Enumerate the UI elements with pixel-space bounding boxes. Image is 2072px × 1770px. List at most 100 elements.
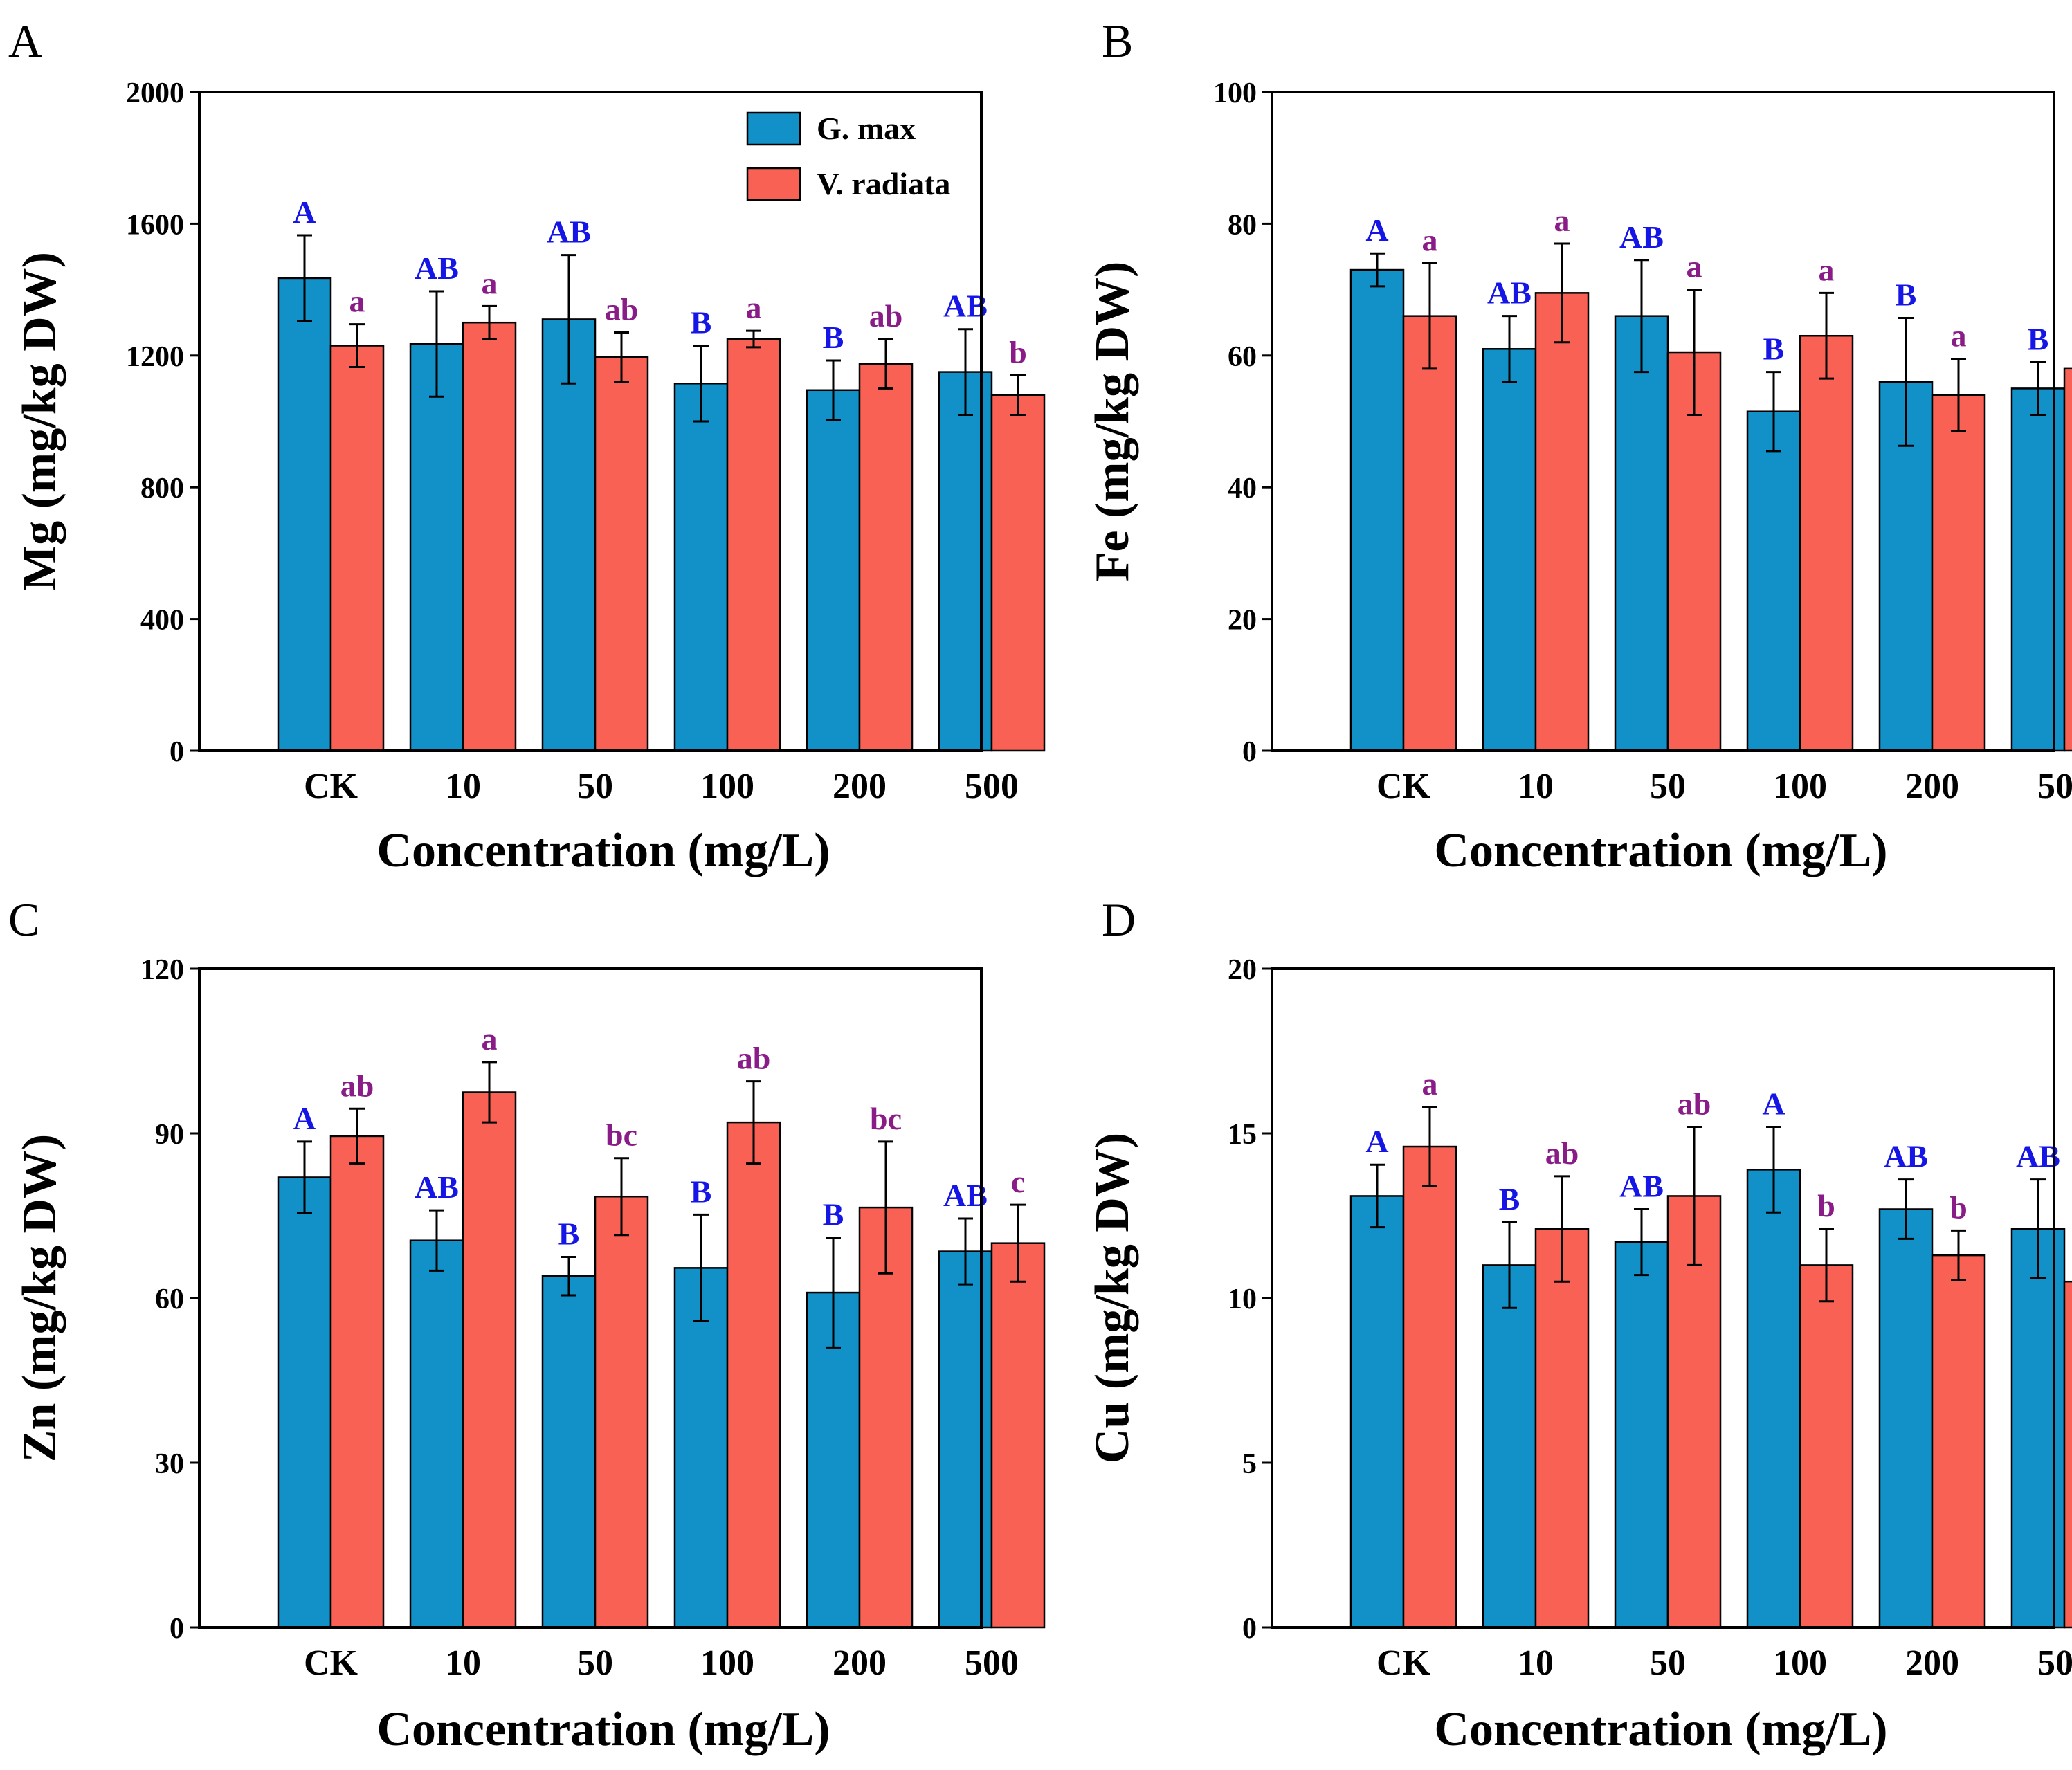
bar-g-max [673,1267,729,1629]
significance-label: ab [340,1068,374,1103]
x-tick-label: 200 [833,1643,887,1683]
y-tick-label: 1200 [126,341,184,373]
legend-swatch-g-max [746,111,801,146]
significance-label: a [1554,203,1570,238]
legend-label: V. radiata [817,166,950,201]
bar-g-max [1614,1241,1669,1629]
bar-g-max [1482,1264,1537,1629]
y-tick-label: 0 [170,1613,184,1645]
x-axis-title: Concentration (mg/L) [1434,824,1887,877]
significance-label: a [1422,1066,1438,1102]
y-tick-label: 20 [1228,605,1257,637]
bar-g-max [409,343,464,752]
significance-label: A [1762,1086,1785,1121]
significance-label: a [482,1021,498,1057]
bar-v-radiata [1799,334,1854,752]
x-tick-label: CK [1376,1643,1431,1683]
bar-v-radiata [1931,1254,1986,1629]
y-tick-label: 800 [140,473,184,504]
x-tick-label: 500 [965,1643,1019,1683]
y-tick-label: 40 [1228,473,1257,504]
y-tick-label: 0 [1242,1613,1257,1645]
significance-label: bc [606,1117,637,1153]
significance-label: AB [415,250,459,286]
x-tick-label: 100 [700,767,754,806]
y-axis-title: Mg (mg/kg DW) [13,252,66,591]
bar-g-max [541,1275,597,1629]
significance-label: AB [1884,1139,1928,1174]
bar-v-radiata [990,1242,1046,1629]
significance-label: a [1422,223,1438,258]
significance-label: a [349,284,365,319]
bar-v-radiata [1402,1145,1457,1629]
panel-d: DAaCKBab10ABab50Ab100ABb200ABb5000510152… [1086,893,2072,1756]
significance-label: B [2028,321,2049,356]
bar-g-max [541,318,597,752]
plot-frame [198,967,983,1629]
x-tick-label: 100 [1773,1643,1827,1683]
significance-label: B [823,320,844,355]
significance-label: AB [547,215,591,250]
y-tick-label: 400 [140,605,184,637]
significance-label: AB [1619,219,1664,255]
x-tick-label: 10 [445,767,481,806]
significance-label: B [1499,1182,1520,1217]
significance-label: B [691,1174,712,1209]
significance-label: AB [1619,1168,1664,1203]
x-tick-label: 50 [577,767,613,806]
legend: G. max V. radiata [746,111,950,201]
x-tick-label: 10 [1518,767,1554,806]
significance-label: B [1896,277,1917,313]
plot-frame [1271,91,2055,752]
significance-label: b [1950,1189,1968,1225]
bar-g-max [1482,348,1537,752]
significance-label: ab [1545,1135,1579,1171]
significance-label: bc [870,1101,902,1136]
significance-label: A [293,1101,316,1136]
y-tick-label: 120 [140,954,184,986]
x-tick-label: CK [1376,767,1431,806]
x-tick-label: 50 [577,1643,613,1683]
significance-label: B [823,1197,844,1232]
bar-g-max [1746,1169,1801,1629]
bar-v-radiata [2063,367,2072,752]
y-tick-label: 30 [155,1448,184,1480]
significance-label: c [1011,1164,1025,1199]
x-tick-label: 10 [1518,1643,1554,1683]
x-tick-label: 200 [1905,767,1959,806]
bar-g-max [806,389,861,752]
panel-letter: B [1102,15,1133,67]
y-tick-label: 0 [1242,736,1257,768]
x-tick-label: 100 [700,1643,754,1683]
plot-frame [1271,967,2055,1629]
x-axis-title: Concentration (mg/L) [376,1703,830,1756]
significance-label: ab [869,298,903,334]
x-tick-label: 10 [445,1643,481,1683]
bar-g-max [673,383,729,752]
x-tick-label: 100 [1773,767,1827,806]
bar-g-max [277,277,332,752]
significance-label: ab [605,291,639,327]
significance-label: A [293,194,316,230]
significance-label: a [482,265,498,300]
bar-v-radiata [329,345,385,752]
significance-label: AB [1487,275,1532,311]
x-tick-label: 50 [1650,767,1686,806]
bar-g-max [1349,1195,1405,1629]
bar-v-radiata [990,394,1046,752]
panel-letter: C [8,893,39,946]
y-axis-title: Fe (mg/kg DW) [1086,262,1139,582]
plot-frame [198,91,983,752]
bar-g-max [938,1250,993,1629]
bar-g-max [409,1239,464,1629]
x-axis-title: Concentration (mg/L) [1434,1703,1887,1756]
bar-v-radiata [1931,394,1986,752]
bar-v-radiata [329,1135,385,1629]
significance-label: b [1009,334,1027,369]
bar-g-max [1878,1208,1934,1629]
legend-swatch-v-radiata [746,167,801,201]
significance-label: a [1951,318,1967,354]
